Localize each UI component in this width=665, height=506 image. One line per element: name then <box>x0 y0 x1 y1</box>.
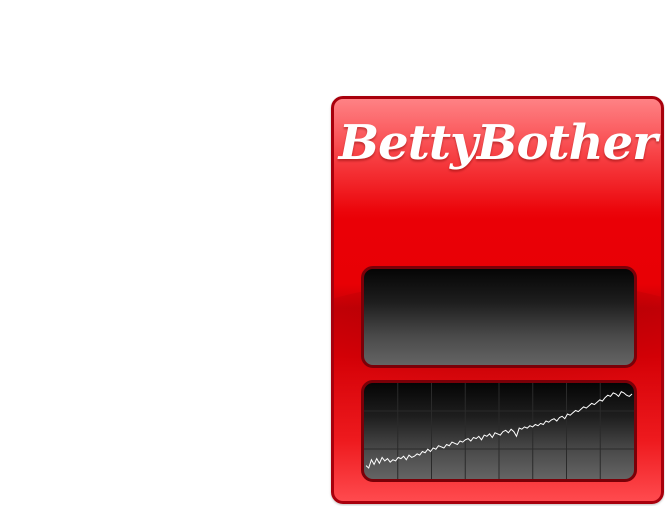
graph-panel <box>361 380 637 482</box>
bettybother-logo: BettyBother <box>338 115 658 171</box>
display-panel <box>361 266 637 368</box>
bettybother-widget[interactable]: BettyBother <box>331 96 664 504</box>
graph-series-line <box>365 391 633 469</box>
graph-chart <box>364 383 634 479</box>
